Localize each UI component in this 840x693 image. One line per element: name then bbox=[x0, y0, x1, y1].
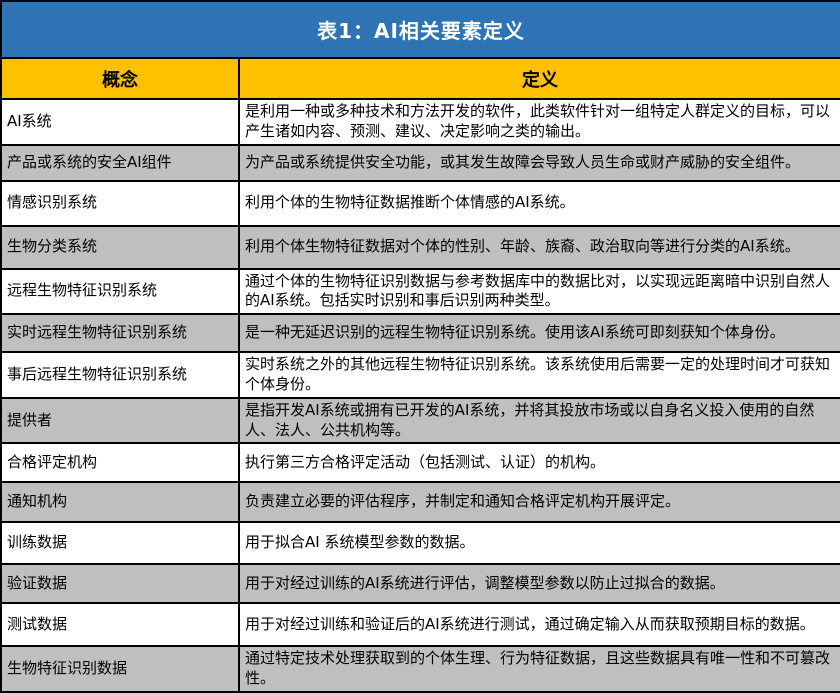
table-row: 远程生物特征识别系统 通过个体的生物特征识别数据与参考数据库中的数据比对，以实现… bbox=[0, 267, 840, 316]
definition-cell: 是一种无延迟识别的远程生物特征识别系统。使用该AI系统可即刻获知个体身份。 bbox=[238, 313, 840, 354]
concept-cell: 情感识别系统 bbox=[0, 179, 240, 227]
column-header-definition: 定义 bbox=[238, 57, 840, 100]
concept-cell: AI系统 bbox=[0, 98, 240, 146]
table-row: 产品或系统的安全AI组件 为产品或系统提供安全功能，或其发生故障会导致人员生命或… bbox=[0, 143, 840, 182]
table-header-row: 概念 定义 bbox=[0, 57, 840, 100]
concept-cell: 生物分类系统 bbox=[0, 224, 240, 270]
definition-cell: 负责建立必要的评估程序，并制定和通知合格评定机构开展评定。 bbox=[238, 481, 840, 524]
concept-cell: 生物特征识别数据 bbox=[0, 645, 240, 693]
concept-cell: 通知机构 bbox=[0, 481, 240, 524]
column-header-concept: 概念 bbox=[0, 57, 240, 100]
definition-cell: 用于对经过训练的AI系统进行评估，调整模型参数以防止过拟合的数据。 bbox=[238, 563, 840, 605]
table-title: 表1：AI相关要素定义 bbox=[0, 0, 840, 59]
table-row: 情感识别系统 利用个体的生物特征数据推断个体情感的AI系统。 bbox=[0, 179, 840, 227]
table-row: 提供者 是指开发AI系统或拥有已开发的AI系统，并将其投放市场或以自身名义投入使… bbox=[0, 396, 840, 445]
concept-cell: 实时远程生物特征识别系统 bbox=[0, 313, 240, 354]
table-title-row: 表1：AI相关要素定义 bbox=[0, 0, 840, 59]
concept-cell: 产品或系统的安全AI组件 bbox=[0, 143, 240, 182]
definition-cell: 用于拟合AI 系统模型参数的数据。 bbox=[238, 521, 840, 566]
table-row: 生物分类系统 利用个体生物特征数据对个体的性别、年龄、族裔、政治取向等进行分类的… bbox=[0, 224, 840, 270]
concept-cell: 验证数据 bbox=[0, 563, 240, 605]
concept-cell: 合格评定机构 bbox=[0, 442, 240, 484]
definition-cell: 是指开发AI系统或拥有已开发的AI系统，并将其投放市场或以自身名义投入使用的自然… bbox=[238, 396, 840, 445]
table-row: 验证数据 用于对经过训练的AI系统进行评估，调整模型参数以防止过拟合的数据。 bbox=[0, 563, 840, 605]
definition-cell: 是利用一种或多种技术和方法开发的软件，此类软件针对一组特定人群定义的目标，可以产… bbox=[238, 98, 840, 146]
definition-cell: 通过个体的生物特征识别数据与参考数据库中的数据比对，以实现远距离暗中识别自然人的… bbox=[238, 267, 840, 316]
concept-cell: 提供者 bbox=[0, 396, 240, 445]
table-row: 生物特征识别数据 通过特定技术处理获取到的个体生理、行为特征数据，且这些数据具有… bbox=[0, 645, 840, 693]
definition-cell: 执行第三方合格评定活动（包括测试、认证）的机构。 bbox=[238, 442, 840, 484]
definition-cell: 实时系统之外的其他远程生物特征识别系统。该系统使用后需要一定的处理时间才可获知个… bbox=[238, 351, 840, 399]
table-row: 事后远程生物特征识别系统 实时系统之外的其他远程生物特征识别系统。该系统使用后需… bbox=[0, 351, 840, 399]
concept-cell: 事后远程生物特征识别系统 bbox=[0, 351, 240, 399]
definition-cell: 利用个体生物特征数据对个体的性别、年龄、族裔、政治取向等进行分类的AI系统。 bbox=[238, 224, 840, 270]
table-row: 合格评定机构 执行第三方合格评定活动（包括测试、认证）的机构。 bbox=[0, 442, 840, 484]
concept-cell: 训练数据 bbox=[0, 521, 240, 566]
definition-cell: 利用个体的生物特征数据推断个体情感的AI系统。 bbox=[238, 179, 840, 227]
definition-cell: 用于对经过训练和验证后的AI系统进行测试，通过确定输入从而获取预期目标的数据。 bbox=[238, 602, 840, 648]
definition-cell: 通过特定技术处理获取到的个体生理、行为特征数据，且这些数据具有唯一性和不可篡改性… bbox=[238, 645, 840, 693]
table-row: 测试数据 用于对经过训练和验证后的AI系统进行测试，通过确定输入从而获取预期目标… bbox=[0, 602, 840, 648]
concept-cell: 远程生物特征识别系统 bbox=[0, 267, 240, 316]
table-row: AI系统 是利用一种或多种技术和方法开发的软件，此类软件针对一组特定人群定义的目… bbox=[0, 98, 840, 146]
table-row: 训练数据 用于拟合AI 系统模型参数的数据。 bbox=[0, 521, 840, 566]
concept-cell: 测试数据 bbox=[0, 602, 240, 648]
table-row: 实时远程生物特征识别系统 是一种无延迟识别的远程生物特征识别系统。使用该AI系统… bbox=[0, 313, 840, 354]
table-row: 通知机构 负责建立必要的评估程序，并制定和通知合格评定机构开展评定。 bbox=[0, 481, 840, 524]
definition-cell: 为产品或系统提供安全功能，或其发生故障会导致人员生命或财产威胁的安全组件。 bbox=[238, 143, 840, 182]
